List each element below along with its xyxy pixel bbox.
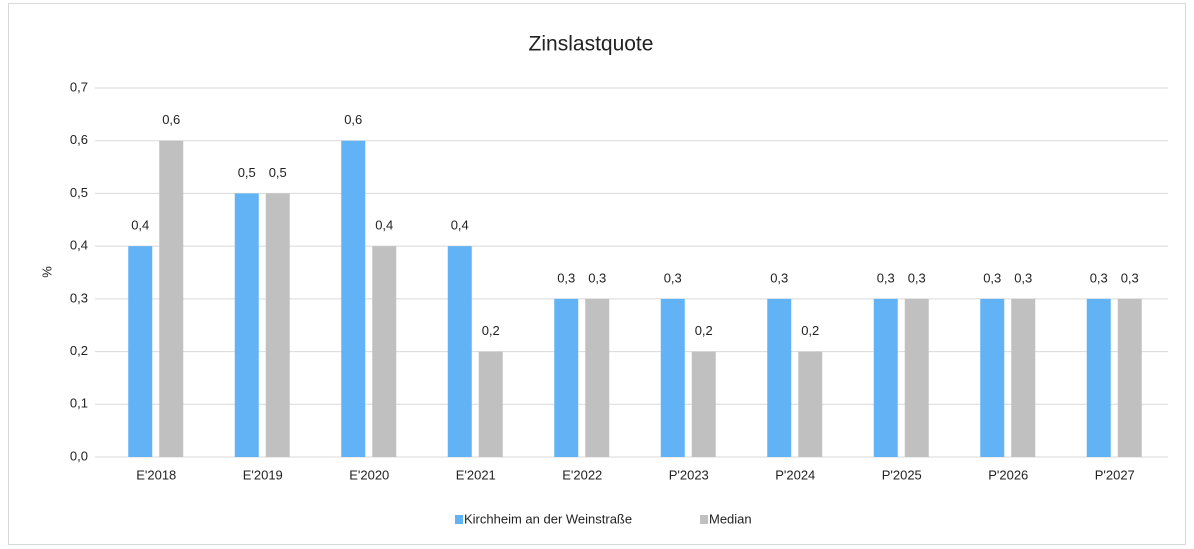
- y-tick-label: 0,1: [70, 396, 88, 411]
- data-label: 0,5: [269, 165, 287, 180]
- y-tick-label: 0,6: [70, 132, 88, 147]
- bar: [980, 298, 1005, 457]
- data-label: 0,3: [588, 270, 606, 285]
- y-tick-label: 0,7: [70, 79, 88, 94]
- x-tick-label: P'2027: [1095, 467, 1135, 482]
- legend-label: Median: [709, 511, 752, 526]
- legend-label: Kirchheim an der Weinstraße: [464, 511, 632, 526]
- data-label: 0,3: [983, 270, 1001, 285]
- data-label: 0,2: [695, 323, 713, 338]
- bar: [767, 298, 792, 457]
- x-tick-label: P'2026: [988, 467, 1028, 482]
- x-tick-label: E'2021: [456, 467, 496, 482]
- y-tick-label: 0,2: [70, 343, 88, 358]
- data-label: 0,5: [238, 165, 256, 180]
- data-label: 0,4: [131, 218, 149, 233]
- y-tick-label: 0,4: [70, 238, 88, 253]
- bar: [265, 193, 290, 457]
- bar: [873, 298, 898, 457]
- data-label: 0,3: [1121, 270, 1139, 285]
- chart-title: Zinslastquote: [529, 33, 654, 56]
- data-label: 0,3: [770, 270, 788, 285]
- bar: [798, 351, 823, 457]
- x-tick-label: E'2019: [243, 467, 283, 482]
- bar: [341, 140, 366, 457]
- bar: [660, 298, 685, 457]
- bar: [691, 351, 716, 457]
- data-label: 0,4: [375, 218, 393, 233]
- x-tick-label: E'2020: [349, 467, 389, 482]
- data-label: 0,6: [344, 112, 362, 127]
- data-label: 0,2: [801, 323, 819, 338]
- data-label: 0,3: [908, 270, 926, 285]
- data-label: 0,3: [664, 270, 682, 285]
- bar: [159, 140, 184, 457]
- bar: [234, 193, 259, 457]
- bar: [1117, 298, 1142, 457]
- bar: [478, 351, 503, 457]
- data-label: 0,6: [162, 112, 180, 127]
- x-tick-label: E'2022: [562, 467, 602, 482]
- bar: [904, 298, 929, 457]
- legend-swatch: [700, 515, 708, 524]
- legend-swatch: [455, 515, 463, 524]
- y-tick-label: 0,5: [70, 185, 88, 200]
- bar: [585, 298, 610, 457]
- y-tick-label: 0,3: [70, 290, 88, 305]
- bar: [447, 246, 472, 457]
- x-tick-label: P'2025: [882, 467, 922, 482]
- data-label: 0,3: [877, 270, 895, 285]
- data-label: 0,3: [1014, 270, 1032, 285]
- bar: [1011, 298, 1036, 457]
- bar: [128, 246, 153, 457]
- bar: [1086, 298, 1111, 457]
- y-axis-label: %: [39, 266, 54, 278]
- x-tick-label: P'2024: [775, 467, 815, 482]
- data-label: 0,3: [1090, 270, 1108, 285]
- x-tick-label: P'2023: [669, 467, 709, 482]
- x-tick-label: E'2018: [136, 467, 176, 482]
- data-label: 0,3: [557, 270, 575, 285]
- data-label: 0,2: [482, 323, 500, 338]
- bar: [554, 298, 579, 457]
- bar: [372, 246, 397, 457]
- data-label: 0,4: [451, 218, 469, 233]
- y-tick-label: 0,0: [70, 448, 88, 463]
